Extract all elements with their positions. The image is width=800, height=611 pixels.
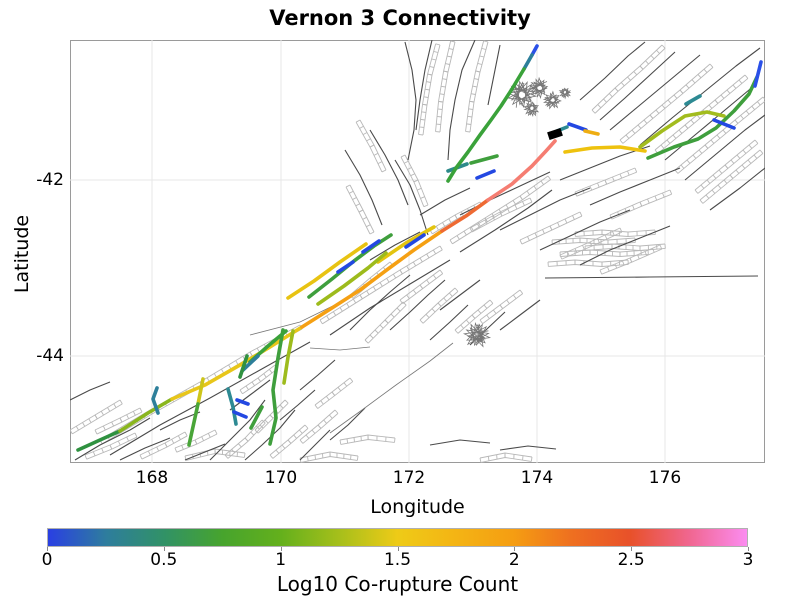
rupture-segment — [118, 397, 174, 433]
colorbar-tick-mark — [631, 547, 633, 551]
colorbar-tick-mark — [163, 547, 165, 551]
colorbar — [47, 528, 748, 547]
map-layers — [70, 40, 765, 463]
colorbar-tick-mark — [514, 547, 516, 551]
rupture-segment — [376, 225, 436, 264]
rupture-segment — [469, 154, 499, 165]
fault-trace-lines — [70, 40, 765, 461]
x-tick-label: 168 — [135, 468, 169, 488]
x-tick-label: 176 — [648, 468, 682, 488]
colorbar-tick-label: 3 — [742, 550, 754, 570]
rupture-segment — [567, 122, 588, 132]
x-axis-label: Longitude — [370, 496, 465, 518]
colorbar-tick-mark — [47, 547, 48, 551]
colorbar-tick-label: 1 — [275, 550, 287, 570]
y-axis-label: Latitude — [11, 214, 33, 294]
rupture-segment — [522, 53, 534, 71]
colorbar-tick-label: 0.5 — [150, 550, 178, 570]
rupture-segment — [196, 377, 205, 406]
rupture-segment — [475, 169, 496, 180]
rupture-segment — [151, 386, 160, 415]
rupture-segment — [268, 328, 285, 446]
x-tick-label: 172 — [392, 468, 426, 488]
coastline — [249, 76, 572, 434]
rupture-segment — [712, 118, 736, 130]
rupture-segment — [235, 398, 250, 406]
rupture-segment — [76, 429, 122, 452]
colorbar-tick-mark — [397, 547, 399, 551]
rupture-segment — [187, 402, 200, 447]
rupture-segment — [440, 198, 490, 233]
co-rupture-lines — [76, 44, 763, 452]
rupture-segment — [446, 67, 526, 183]
vernon3-fault-marker — [547, 128, 563, 140]
rupture-segment — [583, 129, 600, 136]
rupture-segment — [563, 145, 647, 154]
rupture-segment — [249, 405, 264, 430]
chart-title: Vernon 3 Connectivity — [269, 6, 531, 30]
rupture-segment — [753, 60, 763, 88]
rupture-segment — [336, 260, 355, 274]
rupture-segment — [286, 242, 368, 300]
x-tick-label: 170 — [264, 468, 298, 488]
rupture-segment — [684, 94, 702, 106]
rupture-segment — [232, 410, 248, 419]
y-tick-label: -42 — [36, 170, 64, 190]
colorbar-tick-label: 2 — [508, 550, 520, 570]
rupture-segment — [404, 233, 426, 249]
rupture-segment — [646, 75, 759, 160]
rupture-segment — [282, 329, 295, 385]
rupture-segment — [300, 229, 444, 329]
colorbar-tick-label: 1.5 — [383, 550, 412, 570]
rupture-segment — [226, 387, 238, 426]
rupture-segment — [486, 139, 557, 202]
x-tick-label: 174 — [520, 468, 554, 488]
rupture-segment — [241, 354, 260, 372]
y-tick-label: -44 — [36, 346, 64, 366]
rupture-segment — [361, 239, 381, 254]
colorbar-tick-mark — [280, 547, 282, 551]
rupture-segment — [316, 251, 388, 306]
rupture-segment — [638, 110, 726, 149]
rupture-segment — [238, 354, 249, 379]
colorbar-label: Log10 Co-rupture Count — [276, 572, 519, 596]
colorbar-tick-label: 2.5 — [617, 550, 645, 570]
colorbar-tick-mark — [748, 547, 749, 551]
colorbar-tick-label: 0 — [41, 550, 53, 570]
